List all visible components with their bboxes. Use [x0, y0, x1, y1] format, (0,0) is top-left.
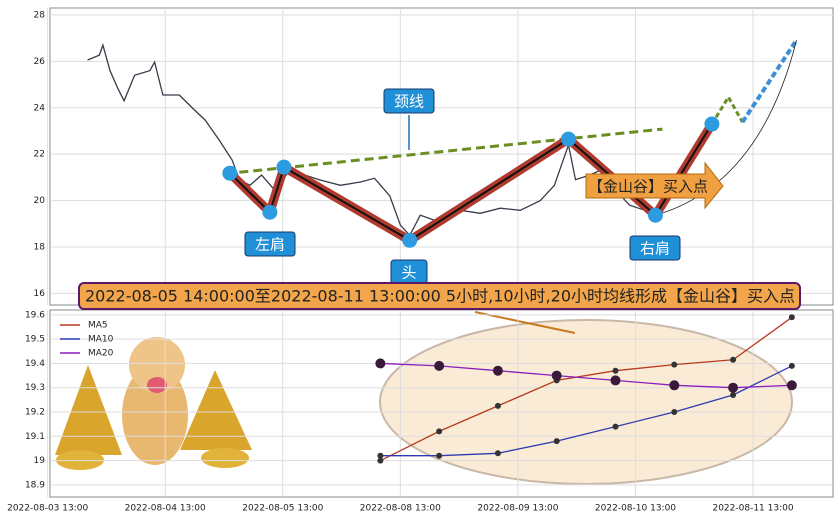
- annotation-box: [629, 235, 681, 261]
- y-tick-label: 16: [34, 289, 46, 299]
- annotation-box: [383, 88, 435, 114]
- y-tick-label: 19.1: [25, 432, 45, 442]
- neckline: [239, 127, 663, 174]
- banner: 2022-08-05 14:00:00至2022-08-11 13:00:00 …: [85, 287, 795, 306]
- ma-point: [377, 452, 384, 459]
- ma-point: [492, 365, 503, 376]
- x-tick-label: 2022-08-09 13:00: [477, 504, 558, 514]
- decoration: [55, 337, 252, 470]
- pattern-point: [276, 159, 292, 175]
- y-tick-label: 19.3: [25, 383, 45, 393]
- x-tick-label: 2022-08-04 13:00: [125, 504, 206, 514]
- annotation: 右肩: [640, 240, 670, 258]
- y-tick-label: 24: [34, 103, 46, 113]
- ma-point: [730, 356, 737, 363]
- projection-up: [710, 94, 744, 125]
- pattern-point: [647, 207, 663, 223]
- ma-point: [788, 362, 795, 369]
- x-tick-label: 2022-08-10 13:00: [595, 504, 676, 514]
- ma-point: [494, 402, 501, 409]
- x-tick-label: 2022-08-03 13:00: [7, 504, 88, 514]
- ma-point: [377, 457, 384, 464]
- ma-point: [434, 360, 445, 371]
- highlight-ellipse: [379, 319, 793, 485]
- legend-label: MA20: [88, 349, 114, 359]
- projection-final: [740, 38, 799, 124]
- y-tick-label: 19.4: [25, 359, 45, 369]
- ma-point: [375, 358, 386, 369]
- ma-point: [551, 370, 562, 381]
- ma-point: [671, 409, 678, 415]
- pattern-point: [262, 204, 278, 220]
- ma-point: [494, 450, 501, 457]
- x-tick-label: 2022-08-11 13:00: [712, 504, 793, 514]
- ma-point: [436, 452, 443, 459]
- pattern-point: [560, 131, 576, 147]
- top-frame: [49, 7, 834, 306]
- annotation: 左肩: [255, 236, 285, 254]
- banner-box: [78, 282, 801, 310]
- ma-point: [553, 438, 560, 445]
- target-arc: [655, 39, 797, 216]
- ma-point: [612, 423, 619, 430]
- ma-line: [380, 316, 793, 462]
- ma-point: [436, 428, 443, 435]
- y-tick-label: 22: [34, 150, 45, 160]
- ma-point: [730, 392, 737, 398]
- x-tick-label: 2022-08-08 13:00: [360, 504, 441, 514]
- ma-point: [612, 367, 619, 374]
- ma-point: [669, 380, 680, 391]
- buy-arrow: [585, 161, 724, 210]
- y-tick-label: 28: [34, 10, 46, 20]
- y-tick-label: 18: [34, 242, 46, 252]
- ma-point: [671, 361, 678, 368]
- annotation: 颈线: [394, 93, 424, 111]
- banner-arrow: [474, 311, 576, 334]
- pattern-point: [704, 116, 720, 132]
- y-tick-label: 20: [34, 196, 46, 206]
- annotation: 头: [401, 264, 416, 282]
- ma-point: [786, 380, 797, 391]
- pattern-point: [222, 165, 238, 181]
- x-tick-label: 2022-08-05 13:00: [242, 504, 323, 514]
- legend-label: MA5: [88, 321, 108, 331]
- price-line: [87, 42, 666, 237]
- y-tick-label: 19.5: [25, 335, 45, 345]
- y-tick-label: 18.9: [25, 480, 45, 490]
- ma-point: [788, 314, 795, 321]
- ma-line: [380, 365, 793, 457]
- legend-label: MA10: [88, 335, 114, 345]
- y-tick-label: 26: [34, 57, 46, 67]
- ma-point: [728, 382, 739, 393]
- annotation: 【金山谷】买入点: [588, 178, 708, 196]
- ma-point: [610, 375, 621, 386]
- y-tick-label: 19: [34, 456, 46, 466]
- ma-line: [380, 362, 792, 389]
- y-tick-label: 19.6: [25, 310, 45, 320]
- pattern-point: [402, 232, 418, 248]
- annotation-box: [244, 231, 296, 257]
- y-tick-label: 19.2: [25, 408, 45, 418]
